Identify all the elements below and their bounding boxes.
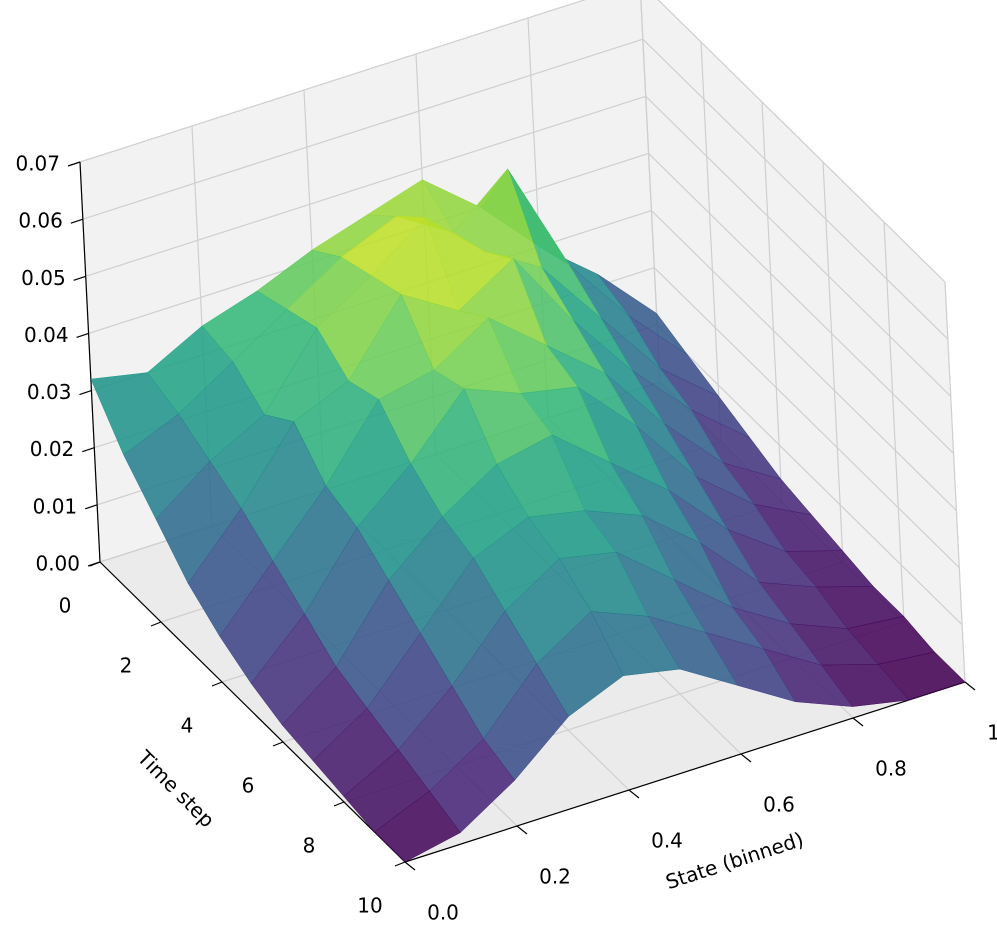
- grid-line: [656, 324, 963, 626]
- z-tick-label: 0.00: [35, 552, 80, 576]
- tick-mark: [394, 861, 406, 867]
- tick-mark: [333, 801, 345, 807]
- grid-line: [883, 221, 905, 623]
- x-axis-label: Time step: [132, 745, 219, 832]
- tick-mark: [852, 717, 864, 727]
- surface-patch: [374, 790, 461, 863]
- grid-line: [82, 38, 644, 220]
- tick-mark: [272, 741, 284, 747]
- grid-line: [822, 161, 844, 563]
- y-axis-label: State (binned): [663, 827, 807, 894]
- tick-mark: [628, 789, 640, 799]
- y-tick-label: 0.2: [539, 865, 571, 889]
- tick-mark: [211, 681, 223, 687]
- z-tick-label: 0.03: [27, 380, 72, 404]
- grid-line: [761, 101, 783, 503]
- y-tick-label: 0.8: [875, 757, 907, 781]
- tick-mark: [516, 825, 528, 835]
- grid-line: [85, 95, 646, 277]
- x-tick-label: 4: [181, 714, 194, 738]
- tick-mark: [740, 753, 752, 763]
- y-tick-label: 0.6: [763, 793, 795, 817]
- x-tick-label: 2: [120, 654, 133, 678]
- axis-line: [404, 681, 966, 863]
- tick-mark: [67, 161, 81, 167]
- grid-line: [657, 0, 946, 283]
- grid-line: [653, 267, 960, 569]
- z-tick-label: 0.07: [15, 152, 60, 176]
- x-tick-label: 8: [303, 834, 316, 858]
- grid-line: [700, 41, 722, 443]
- tick-mark: [79, 390, 92, 396]
- tick-mark: [964, 681, 976, 691]
- tick-mark: [404, 861, 416, 871]
- grid-line: [642, 38, 949, 340]
- y-tick-label: 0.0: [427, 901, 459, 925]
- grid-line: [944, 281, 966, 683]
- y-tick-label: 0.4: [651, 829, 683, 853]
- z-tick-label: 0.01: [33, 494, 78, 518]
- z-tick-label: 0.05: [21, 266, 66, 290]
- x-tick-label: 6: [242, 774, 255, 798]
- z-tick-label: 0.06: [18, 209, 63, 233]
- tick-mark: [82, 447, 95, 453]
- grid-line: [645, 95, 952, 397]
- tick-mark: [76, 332, 89, 338]
- tick-mark: [89, 561, 101, 567]
- y-tick-label: 1.0: [987, 721, 997, 745]
- tick-mark: [70, 218, 84, 224]
- tick-mark: [84, 504, 98, 510]
- x-tick-label: 0: [59, 594, 72, 618]
- axis-line: [99, 561, 406, 863]
- tick-mark: [73, 275, 86, 281]
- axis-line: [79, 161, 101, 563]
- x-tick-label: 10: [357, 894, 382, 918]
- grid-line: [651, 210, 957, 511]
- grid-line: [648, 153, 954, 454]
- z-tick-label: 0.02: [30, 437, 75, 461]
- tick-mark: [150, 621, 162, 627]
- grid-line: [79, 0, 586, 163]
- z-tick-label: 0.04: [24, 323, 69, 347]
